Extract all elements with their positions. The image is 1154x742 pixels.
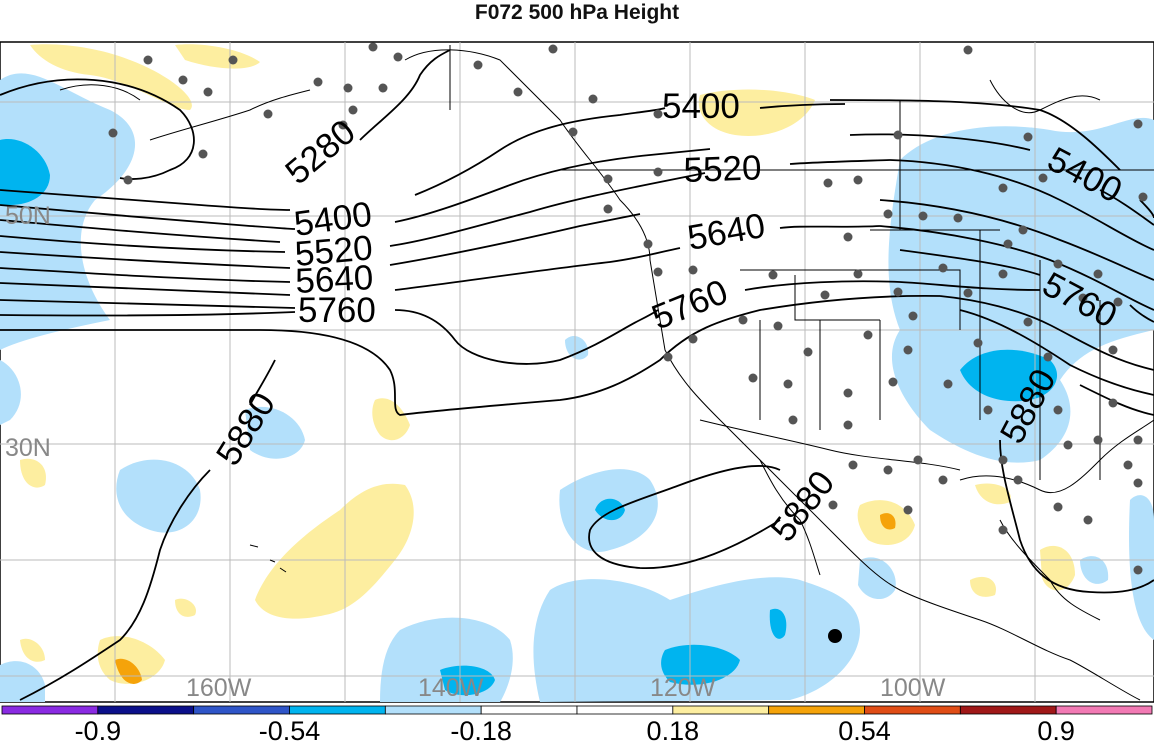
contour-5760-east-tail [1129, 304, 1154, 323]
colorbar-label: 0.54 [838, 716, 891, 742]
contour-5700-east [899, 249, 1041, 276]
lon-label-100w: 100W [880, 674, 946, 702]
contour-label-5640-west: 5640 [294, 258, 374, 301]
contour-5800-east [939, 295, 1154, 371]
contour-label-5520-north: 5520 [683, 148, 762, 190]
colorbar-swatch [864, 705, 961, 715]
highlighted-station [828, 629, 842, 643]
colorbar-label: -0.54 [259, 716, 321, 742]
colorbar-swatch [384, 705, 482, 715]
lat-label-30n: 30N [5, 434, 51, 462]
colorbar-label: 0.9 [1037, 716, 1075, 742]
contour-5480 [0, 219, 281, 243]
colorbar-swatch [1, 705, 99, 715]
contour-5400-west [0, 103, 846, 211]
contour-5460-east [849, 133, 1154, 226]
colorbar-swatch [97, 705, 195, 715]
contour-label-5760-west: 5760 [298, 291, 376, 330]
contour-5280 [0, 49, 451, 180]
contour-5520-east [889, 159, 1154, 251]
strong-positive-anomaly-shading [115, 513, 896, 684]
colorbar-swatch [768, 705, 865, 715]
contour-5580-east [879, 199, 1154, 281]
contour-5880-west [19, 359, 276, 701]
contour-5880-east [999, 439, 1154, 594]
colorbar-swatch [576, 705, 674, 715]
contour-5720 [0, 299, 296, 309]
contour-5800 [0, 294, 941, 416]
observation-stations [108, 42, 1148, 575]
colorbar-swatch [289, 705, 386, 715]
contour-5860-east [1079, 384, 1154, 416]
colorbar-swatch [480, 705, 578, 715]
colorbar-swatch [959, 705, 1057, 715]
colorbar-swatch [672, 705, 770, 715]
contour-5640-west [0, 225, 881, 296]
height-contours [0, 49, 1154, 701]
colorbar-swatch [193, 705, 290, 715]
colorbar-label: -0.18 [450, 716, 512, 742]
colorbar [1, 705, 1153, 715]
strong-negative-anomaly-shading [0, 139, 1058, 696]
contour-5560 [0, 213, 641, 269]
contour-5440 [0, 148, 711, 230]
contour-label-5400-north: 5400 [662, 87, 740, 126]
colorbar-labels: -0.9 -0.54 -0.18 0.18 0.54 0.9 [75, 716, 1075, 742]
colorbar-label: -0.9 [75, 716, 122, 742]
contour-5760-west [0, 280, 1041, 365]
contour-5880-mexico [588, 465, 781, 569]
colorbar-swatch [1055, 705, 1153, 715]
contour-5520-west [0, 159, 891, 253]
contour-5640-east [879, 225, 1154, 311]
lat-label-50n: 50N [5, 202, 51, 230]
contour-label-5520-west: 5520 [293, 228, 374, 274]
contour-5600 [0, 267, 291, 283]
plot-title: F072 500 hPa Height [474, 1, 680, 24]
colorbar-label: 0.18 [647, 716, 700, 742]
lon-label-160w: 160W [186, 674, 252, 702]
contour-5840-east [959, 309, 1154, 396]
lon-label-140w: 140W [418, 674, 484, 702]
lon-label-120w: 120W [650, 674, 716, 702]
